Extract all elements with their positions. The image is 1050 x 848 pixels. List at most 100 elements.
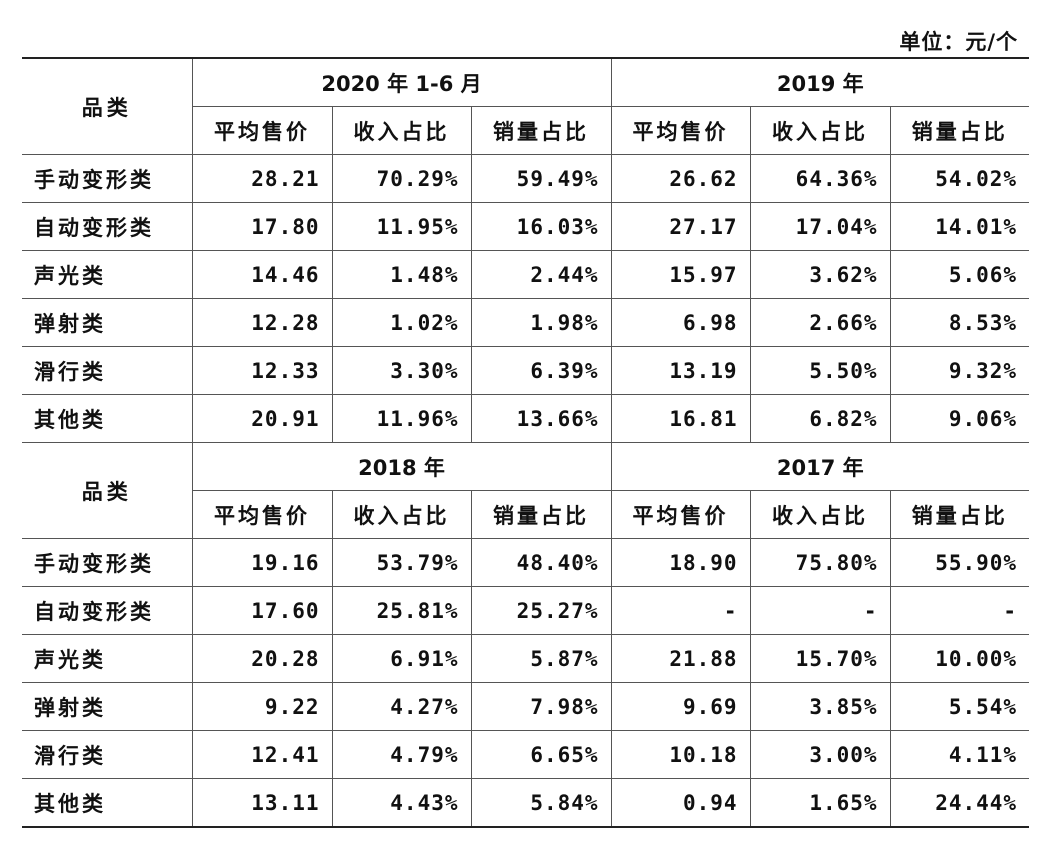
column-header: 销量占比 (889, 490, 1030, 539)
column-header: 销量占比 (470, 106, 612, 155)
table-row: 声光类 14.46 1.48% 2.44% 15.97 3.62% 5.06% (22, 250, 1030, 299)
table-cell: 7.98% (470, 682, 612, 731)
category-name: 滑行类 (22, 730, 193, 779)
table-cell: 25.27% (470, 586, 612, 635)
table-row: 自动变形类 17.60 25.81% 25.27% - - - (22, 586, 1030, 635)
category-name: 手动变形类 (22, 538, 193, 587)
period-header: 2017 年 (610, 442, 1030, 491)
table-cell: - (610, 586, 751, 635)
table-row: 手动变形类 28.21 70.29% 59.49% 26.62 64.36% 54.02% (22, 154, 1030, 203)
period-header: 2020 年 1-6 月 (191, 57, 612, 107)
category-header: 品类 (22, 57, 193, 155)
table-cell: 5.54% (889, 682, 1030, 731)
table-row: 手动变形类 19.16 53.79% 48.40% 18.90 75.80% 55.90% (22, 538, 1030, 587)
table-cell: 4.11% (889, 730, 1030, 779)
table-cell: 1.48% (331, 250, 472, 299)
table-cell: 2.66% (749, 298, 891, 347)
table-cell: 24.44% (889, 778, 1030, 828)
table-cell: 13.11 (191, 778, 333, 828)
column-header: 平均售价 (610, 490, 751, 539)
category-name: 弹射类 (22, 298, 193, 347)
column-header: 销量占比 (470, 490, 612, 539)
table-cell: 16.03% (470, 202, 612, 251)
table-cell: 9.32% (889, 346, 1030, 395)
column-header: 平均售价 (192, 490, 333, 539)
table-cell: 5.06% (889, 250, 1030, 299)
table-cell: 48.40% (470, 538, 612, 587)
table-cell: 5.87% (470, 634, 612, 683)
unit-label: 单位：元/个 (899, 30, 1018, 54)
category-name: 手动变形类 (22, 154, 193, 203)
column-header: 收入占比 (331, 490, 472, 539)
table-cell: 1.98% (470, 298, 612, 347)
table-cell: 11.95% (331, 202, 472, 251)
table-row: 其他类 13.11 4.43% 5.84% 0.94 1.65% 24.44% (22, 778, 1030, 828)
table-cell: 59.49% (470, 154, 612, 203)
table-cell: 70.29% (331, 154, 472, 203)
table-cell: 21.88 (610, 634, 751, 683)
table-cell: 8.53% (889, 298, 1030, 347)
table-cell: 6.39% (470, 346, 612, 395)
table-cell: 13.19 (610, 346, 751, 395)
table-cell: 12.41 (191, 730, 333, 779)
table-row: 滑行类 12.33 3.30% 6.39% 13.19 5.50% 9.32% (22, 346, 1030, 395)
table-cell: 1.65% (749, 778, 891, 828)
table-cell: 9.22 (191, 682, 333, 731)
table-cell: 19.16 (191, 538, 333, 587)
table-cell: - (889, 586, 1030, 635)
table-cell: 18.90 (610, 538, 751, 587)
table-cell: 27.17 (610, 202, 751, 251)
column-header: 收入占比 (749, 490, 891, 539)
table-cell: 17.04% (749, 202, 891, 251)
table-cell: 6.82% (749, 394, 891, 443)
table-row: 弹射类 9.22 4.27% 7.98% 9.69 3.85% 5.54% (22, 682, 1030, 731)
category-name: 滑行类 (22, 346, 193, 395)
period-header: 2019 年 (610, 57, 1030, 107)
table-row: 弹射类 12.28 1.02% 1.98% 6.98 2.66% 8.53% (22, 298, 1030, 347)
table-cell: 14.46 (191, 250, 333, 299)
table-cell: 64.36% (749, 154, 891, 203)
table-cell: 15.70% (749, 634, 891, 683)
column-header: 平均售价 (192, 106, 333, 155)
table-row: 其他类 20.91 11.96% 13.66% 16.81 6.82% 9.06% (22, 394, 1030, 443)
table-cell: - (749, 586, 891, 635)
table-cell: 14.01% (889, 202, 1030, 251)
table-cell: 13.66% (470, 394, 612, 443)
table-cell: 15.97 (610, 250, 751, 299)
table-cell: 12.33 (191, 346, 333, 395)
table-cell: 12.28 (191, 298, 333, 347)
column-header: 收入占比 (331, 106, 472, 155)
table-cell: 3.30% (331, 346, 472, 395)
table-cell: 55.90% (889, 538, 1030, 587)
category-name: 声光类 (22, 250, 193, 299)
table-row: 自动变形类 17.80 11.95% 16.03% 27.17 17.04% 14.01% (22, 202, 1030, 251)
table-cell: 0.94 (610, 778, 751, 828)
table-cell: 4.27% (331, 682, 472, 731)
table-cell: 5.84% (470, 778, 612, 828)
table-cell: 75.80% (749, 538, 891, 587)
table-cell: 2.44% (470, 250, 612, 299)
table-cell: 3.85% (749, 682, 891, 731)
table-row: 滑行类 12.41 4.79% 6.65% 10.18 3.00% 4.11% (22, 730, 1030, 779)
table-cell: 11.96% (331, 394, 472, 443)
category-name: 其他类 (22, 778, 193, 828)
table-cell: 54.02% (889, 154, 1030, 203)
column-header: 收入占比 (749, 106, 891, 155)
table-cell: 6.98 (610, 298, 751, 347)
sub-header-row: 平均售价 收入占比 销量占比 平均售价 收入占比 销量占比 (22, 106, 1030, 155)
column-header: 销量占比 (889, 106, 1030, 155)
column-header: 平均售价 (610, 106, 751, 155)
period-header: 2018 年 (191, 442, 612, 491)
category-name: 弹射类 (22, 682, 193, 731)
price-share-table: 品类 2020 年 1-6 月 2019 年平均售价 收入占比 销量占比 平均售价 收入占比… (22, 57, 1030, 828)
sub-header-row: 平均售价 收入占比 销量占比 平均售价 收入占比 销量占比 (22, 490, 1030, 539)
table-cell: 4.43% (331, 778, 472, 828)
category-name: 自动变形类 (22, 202, 193, 251)
category-name: 声光类 (22, 634, 193, 683)
table-cell: 4.79% (331, 730, 472, 779)
table-cell: 6.91% (331, 634, 472, 683)
period-header-row: 品类 2020 年 1-6 月 2019 年 (22, 57, 1030, 155)
category-name: 其他类 (22, 394, 193, 443)
table-cell: 20.91 (191, 394, 333, 443)
table-cell: 10.00% (889, 634, 1030, 683)
